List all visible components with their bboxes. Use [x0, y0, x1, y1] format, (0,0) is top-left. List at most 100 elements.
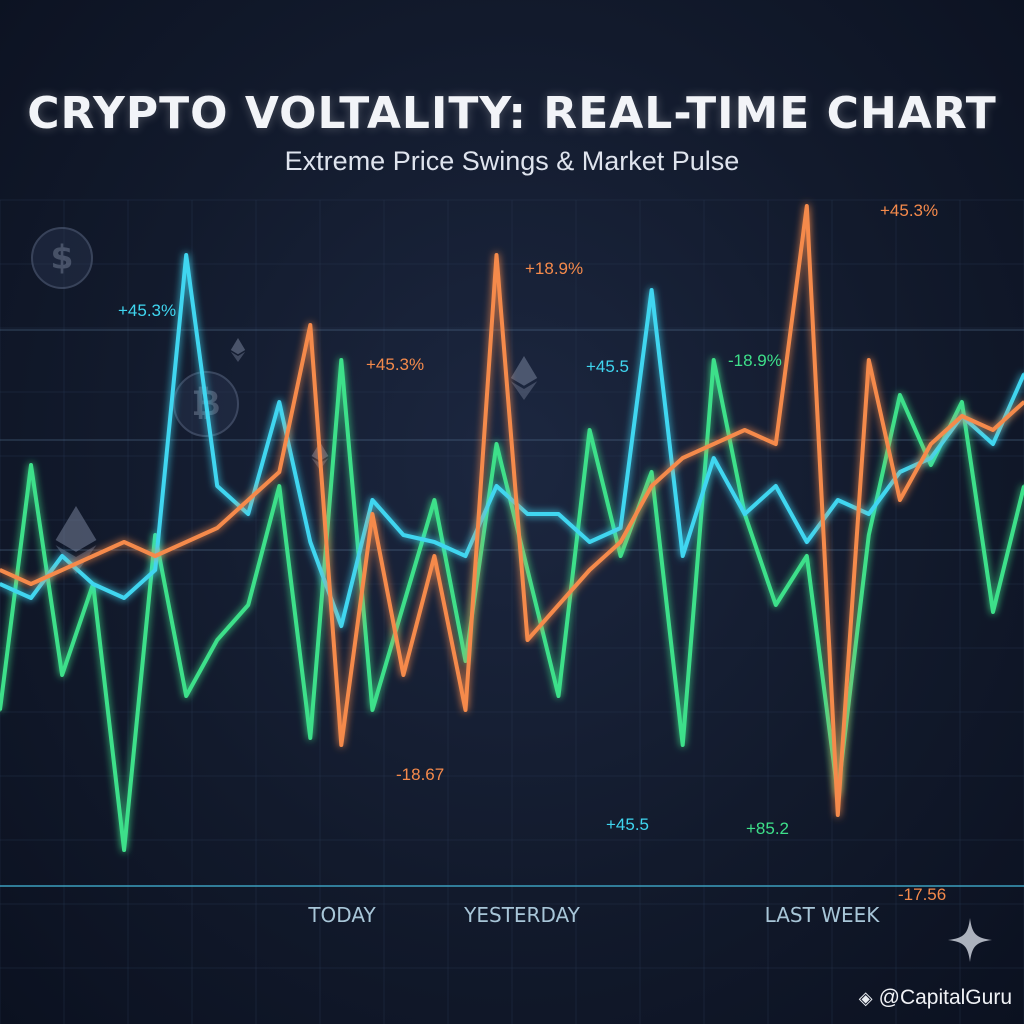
data-point-cyan [370, 498, 374, 502]
data-point-orange [650, 484, 654, 488]
chart-grid [0, 199, 1024, 1024]
data-point-cyan [898, 470, 902, 474]
x-axis-label: LAST WEEK [765, 903, 881, 927]
data-point-green [215, 638, 219, 642]
data-point-orange [712, 442, 716, 446]
data-point-green [246, 603, 250, 607]
data-point-cyan [184, 253, 188, 257]
data-point-green [681, 743, 685, 747]
data-point-orange [557, 603, 560, 607]
data-point-green [898, 393, 902, 397]
data-point-cyan [495, 484, 498, 488]
data-point-green [991, 610, 995, 614]
annotation-label: -17.56 [898, 885, 946, 904]
data-point-orange [774, 442, 778, 446]
data-point-green [526, 568, 529, 572]
data-point-cyan [619, 526, 623, 530]
data-point-green [495, 442, 498, 446]
annotation-label: +45.3% [366, 355, 424, 374]
data-point-orange [308, 323, 312, 327]
data-point-green [805, 554, 809, 558]
data-point-cyan [805, 540, 809, 544]
data-point-green [339, 358, 343, 362]
data-point-green [432, 498, 436, 502]
data-point-cyan [650, 288, 654, 292]
data-point-green [401, 603, 405, 607]
x-axis-labels: TODAY YESTERDAY LAST WEEK [307, 903, 880, 927]
ethereum-icon [510, 356, 538, 400]
data-point-green [308, 736, 312, 740]
data-point-cyan [743, 512, 747, 516]
data-point-cyan [681, 554, 685, 558]
ethereum-icon [55, 506, 97, 574]
series-line-cyan [0, 253, 1024, 628]
data-point-orange [681, 456, 685, 460]
data-point-green [370, 708, 374, 712]
data-point-green [60, 673, 64, 677]
annotation-label: +45.3% [118, 301, 176, 320]
annotation-label: +45.5 [606, 815, 649, 834]
data-point-orange [277, 470, 281, 474]
data-point-orange [122, 540, 126, 544]
data-point-cyan [122, 596, 126, 600]
data-point-orange [960, 414, 964, 418]
data-point-cyan [991, 442, 995, 446]
data-point-green [712, 358, 716, 362]
data-point-green [464, 659, 467, 663]
chart-subtitle: Extreme Price Swings & Market Pulse [284, 146, 740, 176]
data-point-green [153, 533, 157, 537]
data-point-green [867, 533, 871, 537]
series-line-orange [0, 204, 1024, 817]
data-point-cyan [401, 533, 405, 537]
data-point-cyan [588, 540, 592, 544]
data-point-orange [246, 498, 250, 502]
data-point-cyan [526, 512, 529, 516]
data-point-orange [339, 743, 343, 747]
ethereum-icon [230, 338, 246, 362]
data-point-orange [215, 526, 219, 530]
data-point-orange [867, 358, 871, 362]
x-axis-label: YESTERDAY [463, 903, 580, 927]
coin-icons-decoration: $₿ [31, 227, 538, 574]
data-point-orange [991, 428, 995, 432]
series-line-green [0, 358, 1024, 852]
data-point-green [619, 554, 623, 558]
x-axis-label: TODAY [307, 903, 376, 927]
data-point-cyan [339, 624, 343, 628]
data-point-orange [464, 708, 467, 712]
annotation-label: -18.9% [728, 351, 782, 370]
data-point-orange [898, 498, 902, 502]
data-point-green [0, 708, 2, 712]
data-point-orange [29, 582, 33, 586]
data-point-cyan [215, 484, 219, 488]
data-point-green [277, 484, 281, 488]
annotation-label: +18.9% [525, 259, 583, 278]
data-point-green [29, 463, 33, 467]
data-point-orange [619, 540, 623, 544]
data-point-cyan [712, 456, 716, 460]
data-point-cyan [464, 554, 467, 558]
data-point-orange [743, 428, 747, 432]
data-point-cyan [277, 400, 281, 404]
data-point-cyan [774, 484, 778, 488]
annotation-label: +45.5 [586, 357, 629, 376]
data-point-cyan [153, 568, 157, 572]
data-point-cyan [929, 456, 933, 460]
data-point-orange [0, 568, 2, 572]
chart-title: CRYPTO VOLTALITY: REAL-TIME CHART [27, 88, 997, 139]
data-point-orange [836, 813, 840, 817]
data-point-green [960, 400, 964, 404]
data-point-cyan [867, 512, 871, 516]
data-point-green [184, 694, 188, 698]
annotation-group: +45.3% +18.9% +45.3% +45.5 -18.9% +45.3% -18.6… [118, 201, 946, 904]
data-point-cyan [836, 498, 840, 502]
data-point-orange [60, 568, 64, 572]
data-point-green [588, 428, 592, 432]
data-point-orange [588, 568, 592, 572]
data-point-green [929, 463, 933, 467]
data-point-green [122, 848, 126, 852]
data-point-orange [91, 554, 95, 558]
data-point-cyan [91, 582, 95, 586]
data-point-cyan [0, 582, 2, 586]
